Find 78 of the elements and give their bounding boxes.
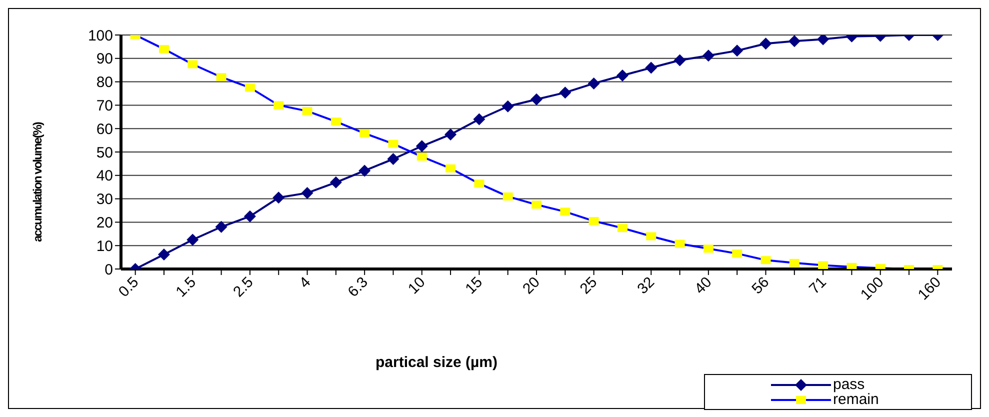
y-tick-label: 20 [96,214,113,232]
y-tick-label: 50 [96,144,113,162]
point [216,73,226,82]
point [616,69,628,82]
point [444,128,457,140]
x-tick-label: 15 [462,274,486,298]
x-tick-label: 2.5 [230,274,257,301]
x-tick-label: 25 [576,274,601,298]
point [731,44,744,57]
point [760,38,772,50]
x-tick-label: 71 [806,274,830,298]
point [559,86,572,99]
point [617,224,628,232]
point [330,118,341,126]
y-tick-label: 80 [96,74,113,92]
point [388,140,398,148]
x-axis-title: partical size (µm) [375,354,498,371]
point [244,84,255,92]
y-tick-label: 90 [96,50,113,68]
point [588,217,599,226]
point [502,100,514,112]
point [760,256,771,264]
point [186,234,199,246]
point [817,35,830,46]
point [732,250,742,258]
y-tick-label: 0 [104,261,113,278]
y-tick-label: 40 [96,168,113,185]
point [416,140,428,152]
x-tick-label: 56 [748,274,773,298]
point [530,93,542,106]
point [358,164,371,177]
point [560,208,570,216]
x-tick-label: 4 [296,274,314,292]
point [416,152,427,161]
point [588,77,600,90]
legend-label: remain [833,391,879,408]
point [473,113,486,126]
y-tick-label: 30 [96,191,113,208]
x-tick-label: 40 [691,274,716,298]
x-tick-label: 10 [404,274,429,298]
point [474,180,484,188]
point [703,244,714,253]
x-tick-label: 20 [520,274,544,298]
point [360,129,370,138]
legend-label: pass [833,376,865,393]
point [446,164,456,172]
point [532,200,542,209]
point [818,261,828,269]
x-tick-label: 0.5 [115,274,142,301]
y-tick-label: 70 [96,98,113,115]
point [645,62,658,74]
point [274,101,284,110]
point [302,107,312,116]
point [674,54,686,66]
x-tick-label: 1.5 [172,274,200,301]
point [215,220,228,233]
x-tick-label: 32 [634,274,658,298]
point [646,232,656,240]
y-tick-label: 60 [96,120,113,138]
y-axis-title: accumulation volume(%) [30,122,44,242]
x-tick-label: 100 [857,274,888,304]
point [789,258,800,267]
point [158,248,170,260]
point [502,192,513,200]
y-tick-label: 10 [96,238,113,255]
point [244,210,256,222]
point [301,186,314,199]
point [387,153,400,166]
point [702,50,714,62]
y-tick-label: 100 [88,27,113,44]
point [674,240,685,248]
x-tick-label: 6.3 [344,274,372,301]
point [788,35,800,48]
point [330,176,342,188]
x-tick-label: 160 [914,274,944,304]
point [272,192,285,204]
point [158,45,169,54]
point [188,60,198,68]
